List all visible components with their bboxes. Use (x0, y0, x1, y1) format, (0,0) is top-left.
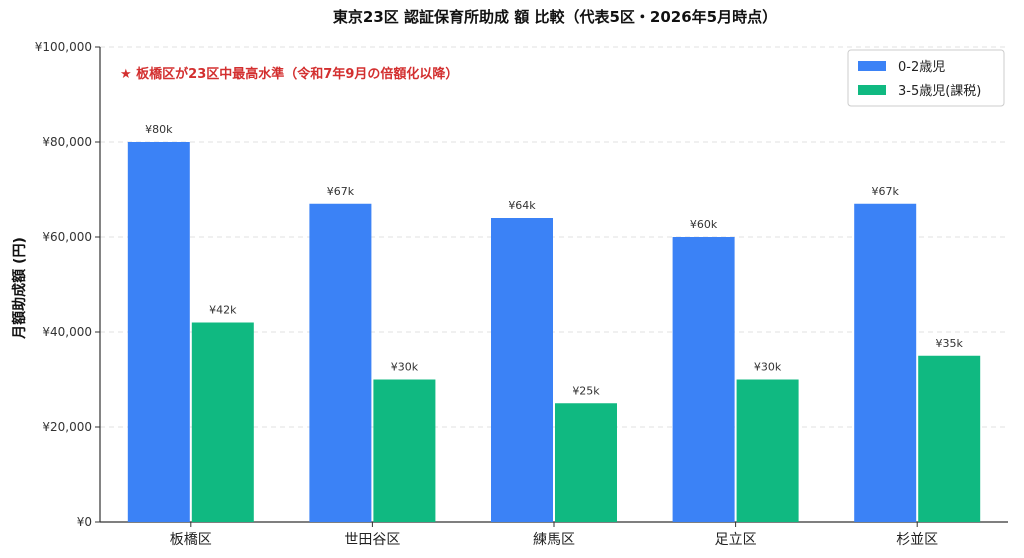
x-category-label: 練馬区 (533, 532, 575, 548)
y-tick-label: ¥80,000 (42, 135, 92, 149)
annotation-text: ★ 板橋区が23区中最高水準（令和7年9月の倍額化以降） (120, 66, 458, 82)
x-category-label: 足立区 (715, 532, 757, 548)
bar-age-3-5 (373, 379, 436, 522)
bar-value-label: ¥42k (209, 304, 237, 317)
y-tick-label: ¥0 (77, 515, 92, 529)
chart-title: 東京23区 認証保育所助成 額 比較（代表5区・2026年5月時点） (333, 8, 777, 26)
bar-age-3-5 (918, 355, 981, 522)
bar-value-labels: ¥80k ¥42k ¥67k ¥30k ¥64k ¥25k ¥60k ¥30k ¥67k ¥35k (145, 123, 963, 397)
bar-value-label: ¥67k (327, 185, 355, 198)
bar-value-label: ¥35k (936, 337, 964, 350)
legend-swatch (858, 61, 886, 71)
y-tick-label: ¥20,000 (42, 420, 92, 434)
y-axis-label: 月額助成額 (円) (11, 237, 28, 340)
bar-value-label: ¥67k (872, 185, 900, 198)
bar-value-label: ¥25k (572, 384, 600, 397)
bar-age-0-2 (309, 203, 372, 522)
bar-age-3-5 (736, 379, 799, 522)
y-tick-label: ¥40,000 (42, 325, 92, 339)
bar-value-label: ¥80k (145, 123, 173, 136)
bar-age-0-2 (491, 218, 553, 522)
bar-age-0-2 (127, 142, 190, 522)
y-tick-label: ¥100,000 (35, 40, 92, 54)
bar-age-0-2 (672, 237, 735, 522)
x-category-label: 板橋区 (170, 532, 212, 548)
y-tick-label: ¥60,000 (42, 230, 92, 244)
axes: ¥0 ¥20,000 ¥40,000 ¥60,000 ¥80,000 ¥100,000 板橋… (35, 40, 1008, 548)
bars (127, 142, 981, 522)
bar-value-label: ¥30k (391, 361, 419, 374)
bar-value-label: ¥30k (754, 361, 782, 374)
legend: 0-2歳児 3-5歳児(課税) (847, 49, 1005, 107)
bar-age-3-5 (191, 322, 254, 522)
bar-value-label: ¥64k (508, 199, 536, 212)
bar-age-3-5 (555, 403, 617, 522)
legend-swatch (858, 85, 886, 95)
bar-age-0-2 (854, 203, 917, 522)
legend-label: 0-2歳児 (898, 60, 945, 75)
x-category-label: 杉並区 (896, 532, 938, 548)
legend-label: 3-5歳児(課税) (898, 83, 981, 99)
x-category-label: 世田谷区 (344, 532, 400, 548)
legend-box (847, 49, 1005, 107)
bar-value-label: ¥60k (690, 218, 718, 231)
